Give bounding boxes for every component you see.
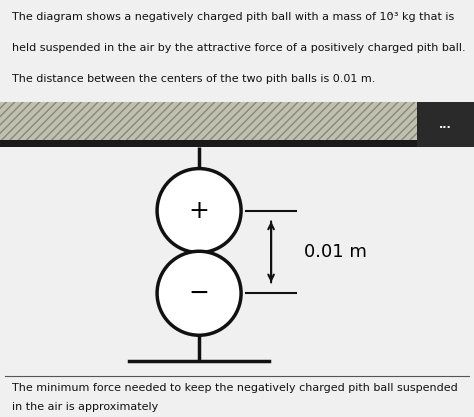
Text: 0.01 m: 0.01 m <box>304 243 367 261</box>
Text: +: + <box>189 198 210 223</box>
Text: The minimum force needed to keep the negatively charged pith ball suspended: The minimum force needed to keep the neg… <box>12 383 457 393</box>
Circle shape <box>157 251 241 335</box>
Text: ⁻³ kg that is: ⁻³ kg that is <box>388 12 454 22</box>
Bar <box>0 102 417 140</box>
Text: The diagram shows a negatively charged pith ball with a mass of 10: The diagram shows a negatively charged p… <box>12 12 393 22</box>
Text: in the air is approximately: in the air is approximately <box>12 402 158 412</box>
Bar <box>0 140 417 147</box>
Text: held suspended in the air by the attractive force of a positively charged pith b: held suspended in the air by the attract… <box>12 43 465 53</box>
Text: ...: ... <box>439 120 452 130</box>
Circle shape <box>157 168 241 253</box>
Text: −: − <box>189 281 210 305</box>
Bar <box>417 102 474 147</box>
Text: The distance between the centers of the two pith balls is 0.01 m.: The distance between the centers of the … <box>12 73 375 83</box>
